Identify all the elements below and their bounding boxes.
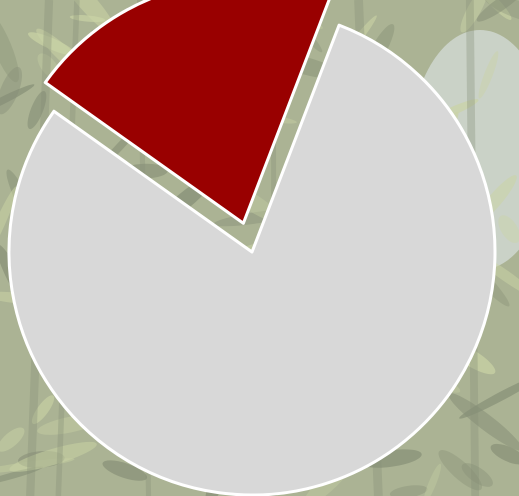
pie-slice-0 bbox=[7, 23, 497, 496]
pie-slice-1 bbox=[43, 0, 331, 225]
